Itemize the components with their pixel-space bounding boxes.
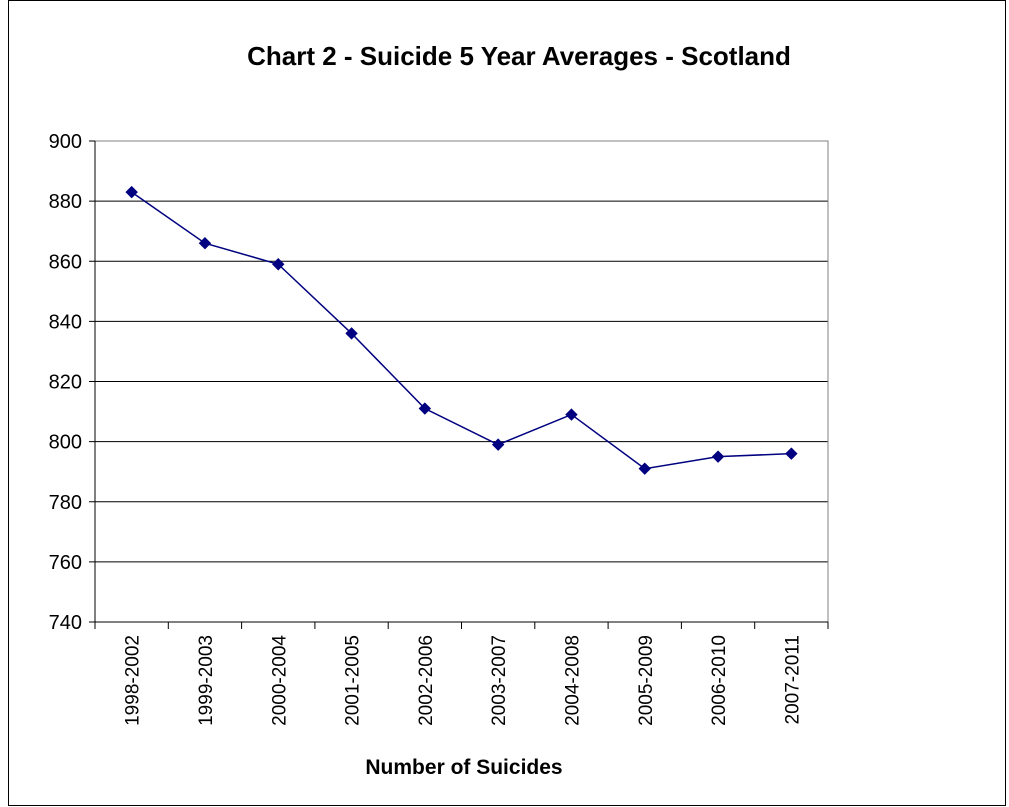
data-point-marker — [125, 185, 138, 199]
y-axis: 740 760 780 800 820 840 860 880 900 — [49, 131, 96, 634]
y-tick-label: 780 — [49, 492, 82, 514]
series-line-group — [125, 185, 798, 475]
data-point-marker — [565, 408, 578, 421]
data-point-marker — [418, 402, 432, 415]
x-tick-label: 2005-2009 — [636, 635, 657, 726]
data-point-marker — [711, 450, 725, 463]
x-tick-label: 2002-2006 — [416, 635, 437, 726]
y-tick-label: 820 — [49, 372, 82, 394]
y-tick-label: 800 — [49, 432, 82, 454]
x-tick-label: 2004-2008 — [562, 635, 583, 726]
x-axis: 1998-2002 1999-2003 2000-2004 2001-2005 2002… — [94, 621, 829, 726]
x-tick-label: 2000-2004 — [269, 635, 290, 726]
x-tick-label: 2003-2007 — [489, 635, 510, 726]
x-tick-label: 2001-2005 — [343, 635, 364, 726]
series-line — [131, 191, 792, 470]
y-tick-label: 900 — [49, 131, 82, 153]
data-point-marker — [198, 237, 212, 250]
x-tick-label: 2007-2011 — [782, 635, 803, 724]
gridlines — [95, 200, 828, 563]
y-tick-label: 760 — [49, 552, 82, 574]
data-point-marker — [638, 462, 651, 475]
y-tick-label: 880 — [49, 191, 82, 213]
data-point-marker — [345, 327, 358, 340]
data-point-marker — [785, 447, 798, 460]
y-tick-label: 740 — [49, 612, 82, 634]
x-axis-title: Number of Suicides — [365, 756, 563, 779]
y-tick-label: 860 — [49, 251, 82, 273]
y-tick-label: 840 — [49, 311, 82, 333]
chart-frame — [8, 0, 1006, 806]
x-tick-label: 1999-2003 — [196, 635, 217, 726]
x-tick-label: 2006-2010 — [709, 635, 730, 726]
data-point-marker — [272, 258, 285, 271]
chart-title: Chart 2 - Suicide 5 Year Averages - Scot… — [247, 41, 791, 71]
data-point-marker — [491, 438, 505, 451]
x-tick-label: 1998-2002 — [123, 635, 144, 726]
